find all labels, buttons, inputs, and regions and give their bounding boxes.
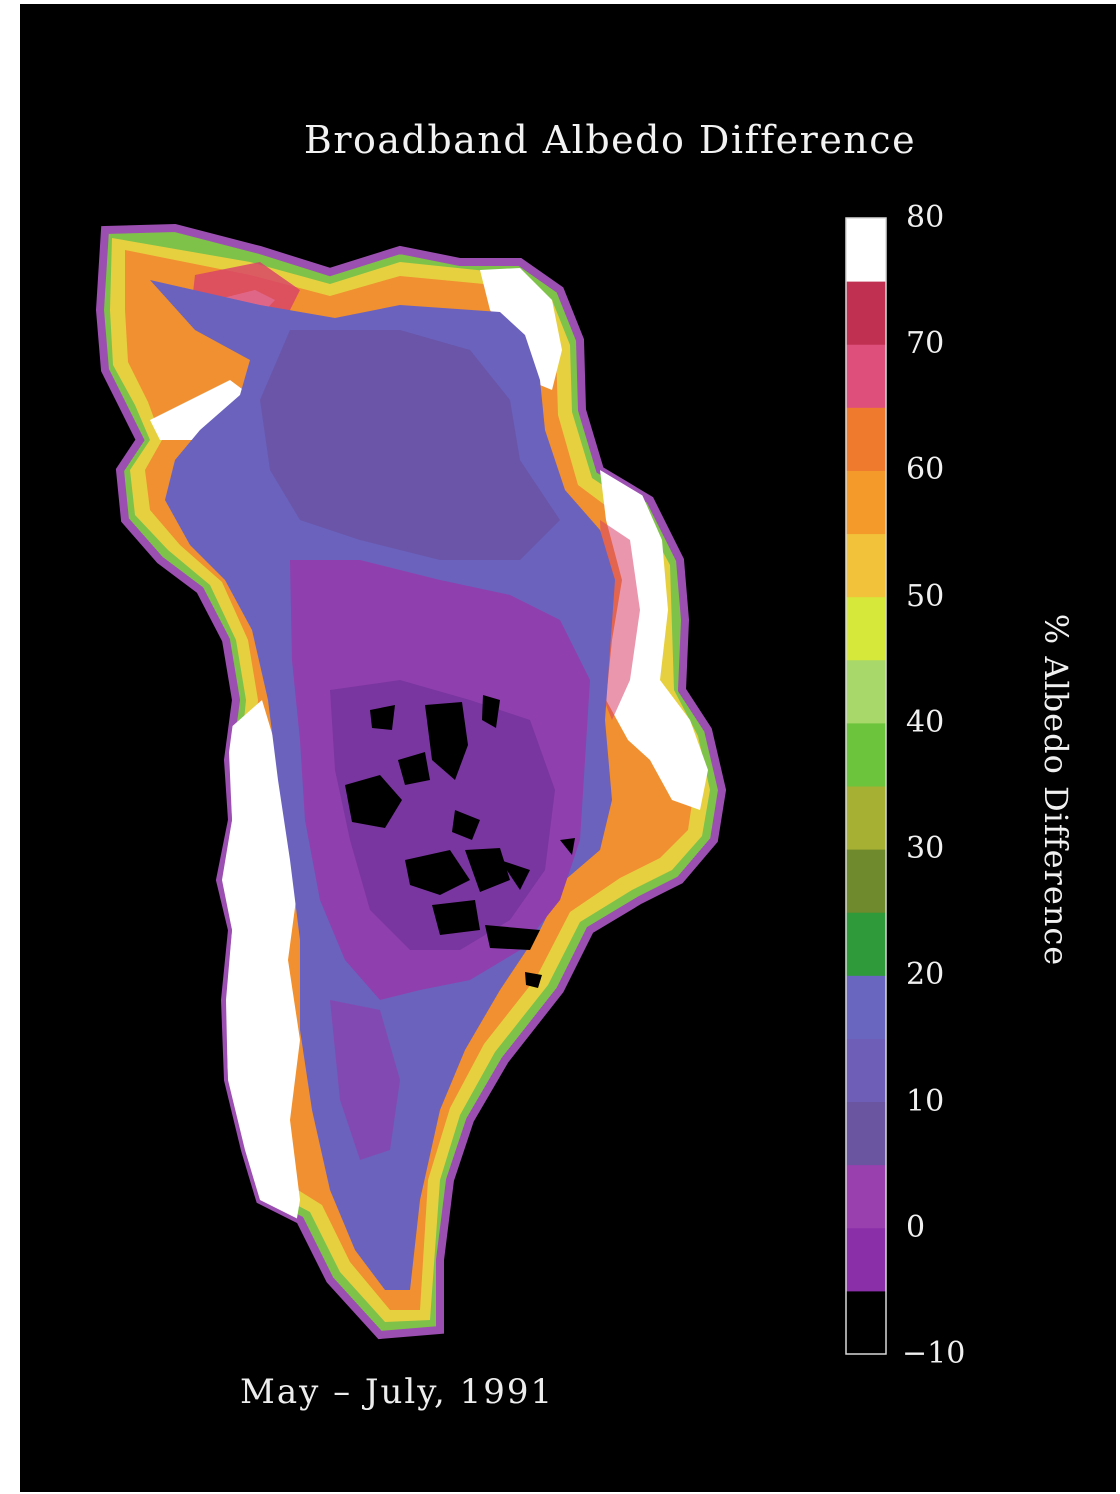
white-patch-northeast — [480, 268, 562, 390]
colorbar-tick-label: 20 — [906, 957, 945, 993]
nodata-patch — [370, 705, 395, 730]
colorbar-tick-label: −10 — [902, 1336, 966, 1371]
interior-purple-south — [330, 1000, 400, 1160]
nodata-patch — [405, 850, 470, 895]
colorbar-bin — [846, 1038, 886, 1103]
nodata-patch — [432, 900, 480, 935]
nodata-patch — [525, 972, 542, 988]
colorbar-bin — [846, 533, 886, 598]
nodata-patch — [560, 838, 575, 855]
nodata-patch — [500, 860, 530, 890]
colorbar-tick-label: 70 — [906, 326, 945, 362]
colorbar-bin — [846, 975, 886, 1039]
colorbar-tick-label: 60 — [906, 452, 945, 488]
colorbar-bin — [846, 1290, 886, 1355]
colorbar-bin — [846, 1227, 886, 1292]
nodata-patch — [398, 752, 430, 785]
colorbar-tick-label: 10 — [906, 1083, 945, 1119]
white-patch-northwest — [150, 380, 250, 440]
colorbar-bin — [846, 470, 886, 535]
date-caption: May – July, 1991 — [240, 1372, 555, 1412]
nodata-patch — [425, 702, 468, 780]
colorbar-bin — [846, 218, 886, 282]
interior-blue-north — [260, 330, 560, 560]
colorbar-bin — [846, 1101, 886, 1166]
colorbar-bin — [846, 407, 886, 471]
colorbar-tick-label: 30 — [906, 831, 945, 867]
nodata-patch — [345, 775, 402, 828]
white-patch-west — [222, 700, 300, 1260]
colorbar-tick-label: 50 — [906, 578, 945, 614]
colorbar-tick-label: 0 — [906, 1209, 926, 1245]
nodata-patch — [465, 848, 510, 892]
map-title: Broadband Albedo Difference — [303, 118, 917, 162]
colorbar-tick-label: 40 — [906, 704, 945, 740]
colorbar-bin — [846, 596, 886, 661]
colorbar-bin — [846, 659, 886, 724]
colorbar-bin — [846, 849, 886, 913]
colorbar-label: % Albedo Difference — [1037, 613, 1075, 967]
nodata-patch — [485, 925, 540, 950]
colorbar-bin — [846, 912, 886, 976]
colorbar-bin — [846, 344, 886, 408]
colorbar-bin — [846, 1164, 886, 1229]
nodata-patch — [482, 695, 500, 728]
nodata-patch — [452, 810, 480, 840]
colorbar-frame — [845, 217, 887, 1355]
colorbar-bin — [846, 281, 886, 345]
colorbar-tick-label: 80 — [906, 200, 945, 235]
colorbar-bin — [846, 786, 886, 850]
colorbar-bin — [846, 722, 886, 787]
